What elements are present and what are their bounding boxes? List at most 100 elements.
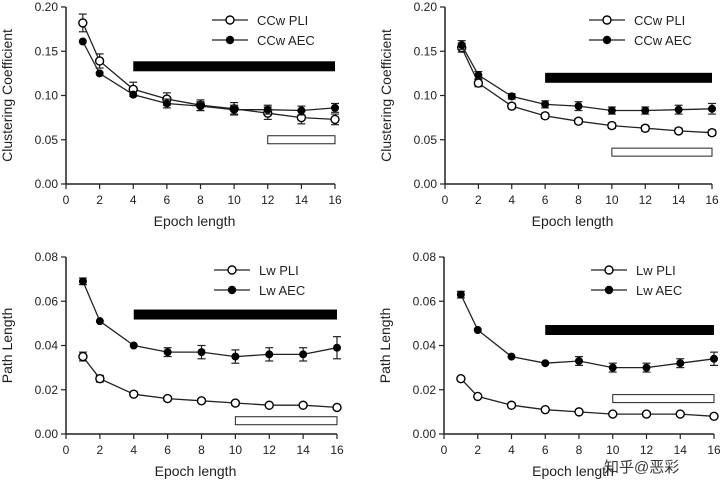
data-point (95, 373, 105, 384)
x-tick-label: 8 (575, 193, 582, 207)
data-point (676, 359, 685, 368)
data-point (574, 407, 584, 417)
data-point (299, 350, 308, 359)
x-tick-label: 6 (164, 443, 171, 457)
legend-label: CCw PLI (257, 13, 308, 28)
y-tick-label: 0.02 (413, 383, 437, 397)
data-point (574, 102, 583, 111)
x-tick-label: 2 (474, 443, 481, 457)
legend-marker (604, 265, 614, 275)
y-tick-label: 0.15 (35, 44, 59, 58)
x-tick-label: 2 (96, 193, 103, 207)
data-point (263, 105, 272, 114)
y-tick-label: 0.08 (35, 250, 59, 264)
significance-bar-filled (133, 61, 335, 72)
legend-label: Lw AEC (259, 283, 305, 298)
x-tick-label: 0 (442, 193, 449, 207)
data-point (642, 363, 651, 372)
x-tick-label: 6 (542, 193, 549, 207)
data-point (230, 105, 239, 114)
chart-panel-2: 0.00 0.05 0.10 0.15 0.20 0 2 4 6 8 10 12 14 16 Epoch l… (378, 0, 719, 229)
x-tick-label: 6 (542, 443, 549, 457)
x-tick-label: 8 (198, 443, 205, 457)
data-point (641, 409, 652, 419)
data-point (332, 402, 342, 413)
data-point (507, 101, 517, 111)
data-point (608, 409, 618, 419)
legend-marker (225, 15, 235, 25)
legend-marker (604, 285, 614, 295)
y-tick-label: 0.04 (413, 339, 437, 353)
watermark-text: 知乎@恶彩 (604, 459, 679, 476)
data-point (709, 411, 719, 421)
x-tick-label: 14 (295, 193, 309, 207)
data-point (540, 111, 550, 121)
legend-marker (602, 15, 612, 25)
data-point (197, 348, 206, 357)
significance-bar-open (611, 147, 713, 157)
series-line-2 (82, 41, 336, 112)
x-axis-label: Epoch length (155, 463, 237, 479)
legend-marker (227, 285, 237, 295)
x-tick-label: 4 (130, 443, 137, 457)
data-point (540, 404, 550, 415)
y-axis-label: Path Length (0, 308, 15, 384)
data-point (78, 18, 88, 28)
data-point (264, 400, 274, 410)
legend-label: Lw PLI (259, 263, 299, 278)
x-tick-label: 14 (296, 443, 310, 457)
data-point (607, 120, 617, 131)
legend-label: CCw PLI (634, 13, 685, 28)
x-tick-label: 12 (261, 193, 275, 207)
x-tick-label: 2 (475, 193, 482, 207)
x-tick-label: 16 (330, 443, 344, 457)
x-tick-label: 16 (707, 443, 720, 457)
series-line-1 (461, 47, 713, 134)
data-point (331, 103, 340, 112)
x-tick-label: 10 (229, 443, 243, 457)
y-tick-label: 0.08 (413, 250, 437, 264)
x-tick-label: 10 (605, 193, 619, 207)
y-tick-label: 0.20 (35, 0, 59, 14)
data-point (457, 41, 466, 50)
data-point (129, 90, 138, 99)
data-point (94, 56, 105, 66)
data-point (675, 409, 685, 419)
significance-bar-open (612, 394, 715, 404)
data-point (78, 277, 87, 286)
x-tick-label: 0 (441, 443, 448, 457)
data-point (506, 400, 517, 410)
data-point (710, 354, 719, 363)
y-axis-label: Path Length (377, 308, 393, 384)
chart-panel-1: 0.00 0.05 0.10 0.15 0.20 0 2 4 6 8 10 12 14 16 Epoch l… (0, 0, 342, 229)
significance-bar-filled (545, 325, 714, 336)
x-tick-label: 14 (672, 193, 686, 207)
y-tick-label: 0.00 (414, 177, 438, 191)
legend-marker (225, 35, 235, 45)
data-point (231, 352, 240, 361)
data-point (456, 373, 466, 384)
x-tick-label: 10 (227, 193, 241, 207)
data-point (265, 350, 274, 359)
y-axis-label: Clustering Coefficient (0, 29, 15, 162)
x-tick-label: 10 (606, 443, 620, 457)
x-tick-label: 16 (328, 193, 342, 207)
legend-label: Lw PLI (636, 263, 676, 278)
y-tick-label: 0.02 (35, 383, 59, 397)
x-tick-label: 14 (674, 443, 688, 457)
chart-panel-3: 0.00 0.02 0.04 0.06 0.08 0 2 4 6 8 10 12 14 16 Epoch l… (0, 250, 344, 479)
significance-bar-filled (133, 309, 337, 320)
y-tick-label: 0.10 (35, 89, 59, 103)
data-point (95, 317, 104, 326)
x-tick-label: 2 (97, 443, 104, 457)
significance-bar-open (267, 135, 336, 145)
legend-marker (227, 265, 237, 275)
y-tick-label: 0.20 (414, 0, 438, 14)
data-point (575, 356, 584, 365)
data-point (474, 71, 483, 80)
data-point (608, 363, 617, 372)
x-tick-label: 12 (263, 443, 277, 457)
data-point (541, 359, 550, 368)
data-point (507, 352, 516, 361)
